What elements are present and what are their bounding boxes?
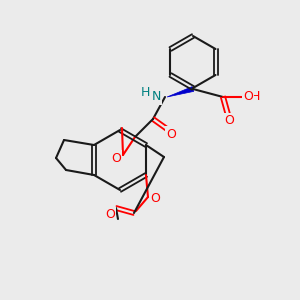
Text: N: N xyxy=(151,91,161,103)
Text: O: O xyxy=(224,115,234,128)
Text: O: O xyxy=(105,208,115,221)
Text: O: O xyxy=(111,152,121,164)
Polygon shape xyxy=(167,87,194,97)
Text: O: O xyxy=(243,91,253,103)
Text: H: H xyxy=(250,91,260,103)
Text: O: O xyxy=(166,128,176,140)
Text: H: H xyxy=(140,86,150,100)
Text: O: O xyxy=(150,193,160,206)
